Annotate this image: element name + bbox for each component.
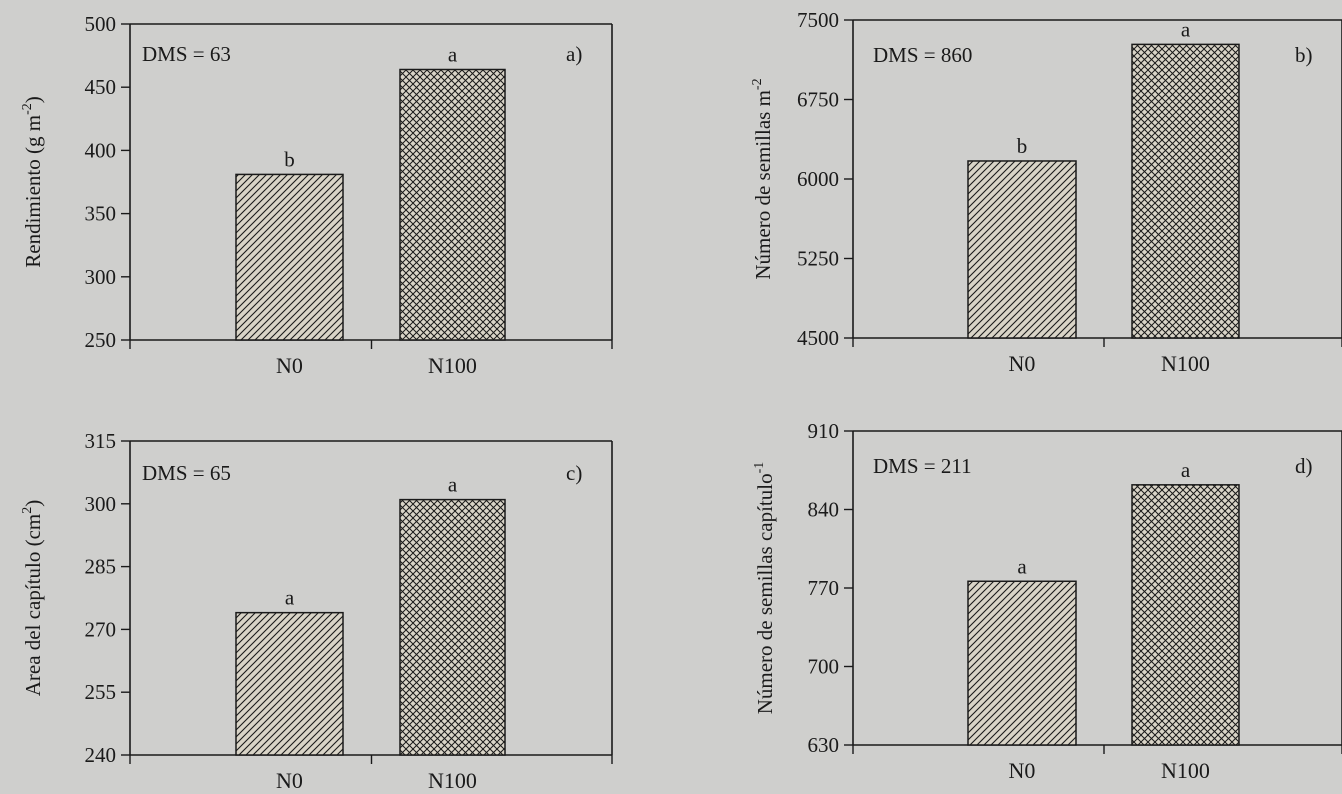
y-tick-label: 250 <box>85 328 117 352</box>
significance-letter: a <box>1181 458 1191 482</box>
bar-n100 <box>1131 484 1240 746</box>
y-tick-label: 255 <box>85 680 117 704</box>
bar-n0 <box>235 173 344 341</box>
x-category-label: N0 <box>1009 758 1036 783</box>
y-tick-label: 770 <box>808 576 840 600</box>
y-tick-label: 350 <box>85 202 117 226</box>
chart-panel-4: 630 700 770 840 910 N0 a N100 a DMS = 211 d) Número… <box>752 419 1342 783</box>
y-tick-label: 6000 <box>797 167 839 191</box>
y-tick-label: 700 <box>808 655 840 679</box>
panel-label: a) <box>566 42 582 66</box>
x-category-label: N0 <box>1009 351 1036 376</box>
dms-annotation: DMS = 211 <box>873 454 972 478</box>
y-tick-label: 630 <box>808 733 840 757</box>
significance-letter: a <box>285 586 295 610</box>
x-category-label: N0 <box>276 768 303 793</box>
significance-letter: a <box>1017 554 1027 578</box>
y-tick-label: 270 <box>85 617 117 641</box>
y-tick-label: 300 <box>85 265 117 289</box>
bar-n100 <box>1131 43 1240 339</box>
bar-n0 <box>967 160 1077 339</box>
y-tick-label: 240 <box>85 743 117 767</box>
bar-n0 <box>967 580 1077 746</box>
significance-letter: b <box>284 147 295 171</box>
y-tick-label: 4500 <box>797 326 839 350</box>
y-tick-label: 500 <box>85 12 117 36</box>
y-tick-label: 7500 <box>797 8 839 32</box>
y-tick-label: 315 <box>85 429 117 453</box>
dms-annotation: DMS = 860 <box>873 43 972 67</box>
y-tick-label: 5250 <box>797 247 839 271</box>
dms-annotation: DMS = 65 <box>142 461 231 485</box>
chart-panel-1: 250 300 350 400 450 500 N0 b N100 a DMS = 63 a) Rend… <box>20 12 613 378</box>
y-tick-label: 300 <box>85 492 117 516</box>
significance-letter: b <box>1017 134 1028 158</box>
x-category-label: N100 <box>428 768 477 793</box>
dms-annotation: DMS = 63 <box>142 42 231 66</box>
bar-n0 <box>235 611 344 756</box>
chart-panel-3: 240 255 270 285 300 315 N0 a N100 a DMS = 65 c) Area… <box>20 429 613 793</box>
panel-label: d) <box>1295 454 1313 478</box>
panel-label: c) <box>566 461 582 485</box>
y-tick-label: 400 <box>85 138 117 162</box>
bar-n100 <box>399 498 506 756</box>
y-axis-title: Area del capítulo (cm2) <box>20 500 45 697</box>
y-tick-label: 285 <box>85 555 117 579</box>
x-category-label: N100 <box>1161 351 1210 376</box>
y-axis-title: Número de semillas capítulo-1 <box>752 462 777 715</box>
y-tick-label: 910 <box>808 419 840 443</box>
y-tick-label: 450 <box>85 75 117 99</box>
y-tick-label: 6750 <box>797 88 839 112</box>
x-category-label: N100 <box>428 353 477 378</box>
y-axis-title: Rendimiento (g m-2) <box>20 96 45 268</box>
bar-n100 <box>399 68 506 341</box>
y-tick-label: 840 <box>808 498 840 522</box>
x-category-label: N100 <box>1161 758 1210 783</box>
significance-letter: a <box>448 43 458 67</box>
chart-panel-2: 4500 5250 6000 6750 7500 N0 b N100 a DMS = 860 b) N… <box>750 8 1342 376</box>
y-axis-title: Número de semillas m-2 <box>750 78 775 279</box>
panel-label: b) <box>1295 43 1313 67</box>
x-category-label: N0 <box>276 353 303 378</box>
significance-letter: a <box>1181 17 1191 41</box>
significance-letter: a <box>448 473 458 497</box>
